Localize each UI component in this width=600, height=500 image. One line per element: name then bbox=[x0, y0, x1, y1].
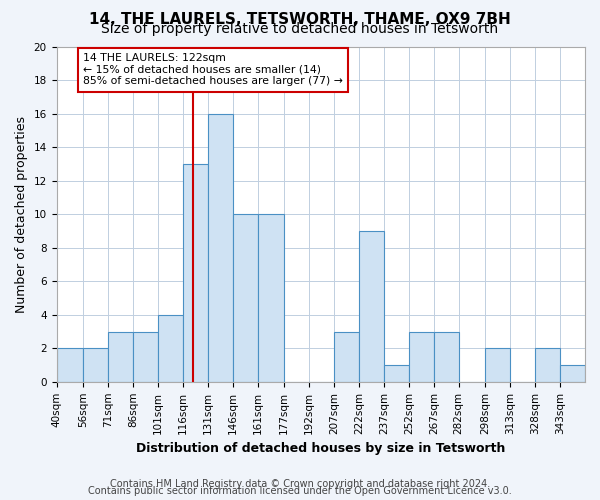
Bar bbox=[384, 365, 409, 382]
Bar bbox=[485, 348, 510, 382]
Bar bbox=[257, 214, 284, 382]
Text: Contains HM Land Registry data © Crown copyright and database right 2024.: Contains HM Land Registry data © Crown c… bbox=[110, 479, 490, 489]
Y-axis label: Number of detached properties: Number of detached properties bbox=[15, 116, 28, 312]
Text: 14, THE LAURELS, TETSWORTH, THAME, OX9 7BH: 14, THE LAURELS, TETSWORTH, THAME, OX9 7… bbox=[89, 12, 511, 28]
Bar bbox=[108, 332, 133, 382]
Bar bbox=[133, 332, 158, 382]
Bar bbox=[233, 214, 257, 382]
Bar bbox=[158, 315, 183, 382]
Bar bbox=[409, 332, 434, 382]
Text: 14 THE LAURELS: 122sqm
← 15% of detached houses are smaller (14)
85% of semi-det: 14 THE LAURELS: 122sqm ← 15% of detached… bbox=[83, 53, 343, 86]
Bar bbox=[56, 348, 83, 382]
Bar bbox=[434, 332, 458, 382]
Bar bbox=[208, 114, 233, 382]
Bar bbox=[334, 332, 359, 382]
Bar bbox=[359, 231, 384, 382]
Bar bbox=[535, 348, 560, 382]
Bar bbox=[83, 348, 108, 382]
Bar bbox=[183, 164, 208, 382]
Text: Contains public sector information licensed under the Open Government Licence v3: Contains public sector information licen… bbox=[88, 486, 512, 496]
Text: Size of property relative to detached houses in Tetsworth: Size of property relative to detached ho… bbox=[101, 22, 499, 36]
X-axis label: Distribution of detached houses by size in Tetsworth: Distribution of detached houses by size … bbox=[136, 442, 505, 455]
Bar bbox=[560, 365, 585, 382]
